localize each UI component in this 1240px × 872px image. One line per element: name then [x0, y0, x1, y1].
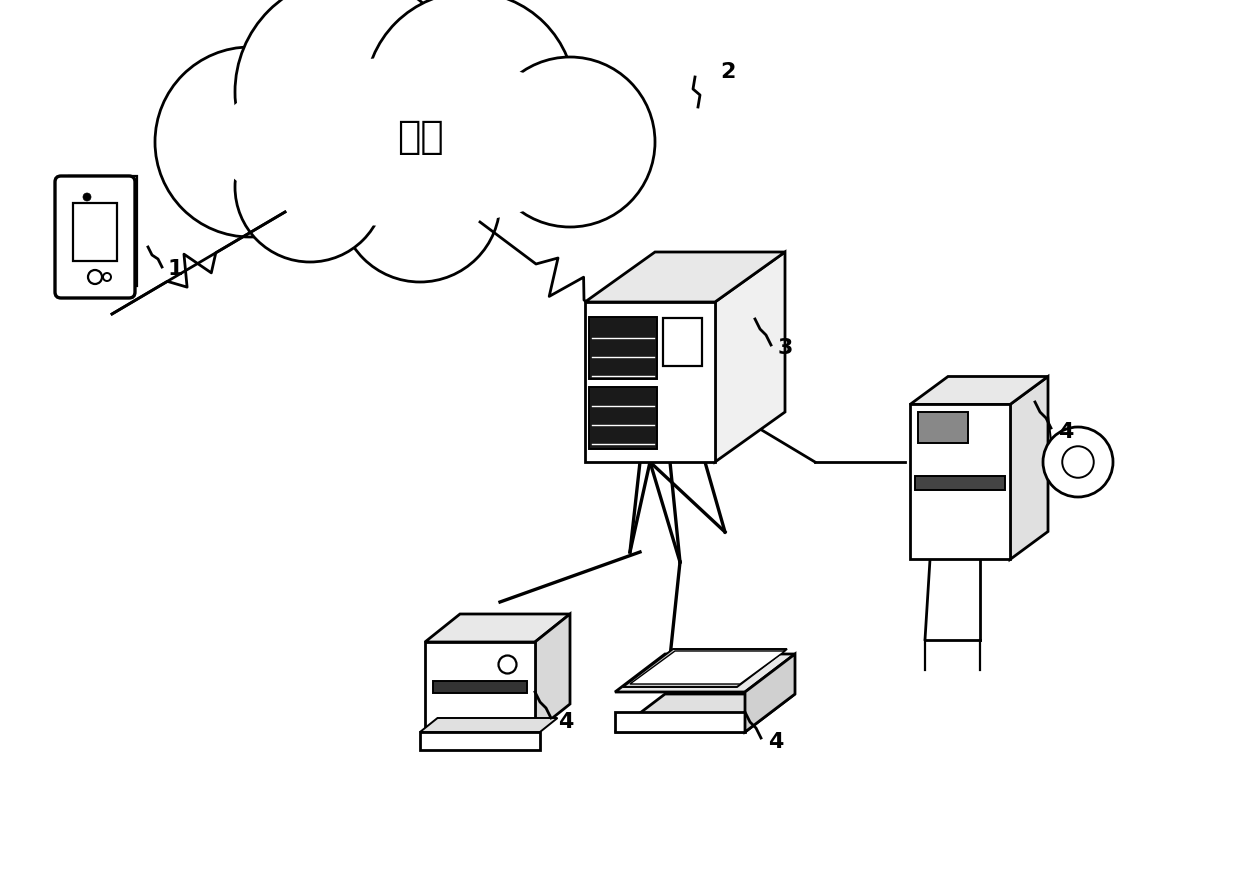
Text: 云端: 云端	[397, 118, 444, 156]
Circle shape	[103, 273, 112, 281]
Polygon shape	[622, 649, 787, 687]
Polygon shape	[745, 654, 795, 732]
Circle shape	[155, 47, 345, 237]
Bar	[915, 476, 1004, 490]
Bar	[433, 681, 527, 693]
Polygon shape	[615, 654, 795, 692]
Polygon shape	[420, 718, 558, 732]
Bar	[918, 412, 968, 443]
Text: 4: 4	[558, 712, 573, 732]
Circle shape	[485, 57, 655, 227]
Circle shape	[1043, 427, 1114, 497]
Text: 1: 1	[167, 259, 184, 279]
Ellipse shape	[215, 57, 605, 227]
Bar	[589, 317, 657, 379]
Polygon shape	[715, 252, 785, 462]
Bar	[585, 302, 715, 462]
Polygon shape	[534, 614, 570, 732]
Polygon shape	[1011, 377, 1048, 560]
Circle shape	[1063, 446, 1094, 478]
Circle shape	[83, 193, 91, 201]
Circle shape	[236, 0, 465, 207]
Bar	[615, 712, 745, 732]
Circle shape	[340, 122, 500, 282]
Circle shape	[365, 0, 575, 202]
Circle shape	[498, 656, 517, 673]
Bar	[73, 203, 117, 261]
Polygon shape	[585, 252, 785, 302]
Polygon shape	[425, 614, 570, 642]
Bar	[910, 405, 1011, 560]
Bar	[420, 732, 539, 750]
Polygon shape	[69, 176, 136, 286]
Circle shape	[88, 270, 102, 284]
Polygon shape	[615, 694, 795, 732]
Text: 3: 3	[777, 338, 794, 358]
Text: 4: 4	[768, 732, 784, 752]
Polygon shape	[910, 377, 1048, 405]
Text: 4: 4	[1058, 422, 1074, 442]
Bar	[589, 386, 657, 449]
Polygon shape	[630, 651, 785, 684]
Text: 2: 2	[720, 62, 735, 82]
Ellipse shape	[190, 32, 630, 252]
Bar	[662, 318, 702, 366]
Circle shape	[236, 112, 384, 262]
Bar	[425, 642, 534, 732]
FancyBboxPatch shape	[55, 176, 135, 298]
